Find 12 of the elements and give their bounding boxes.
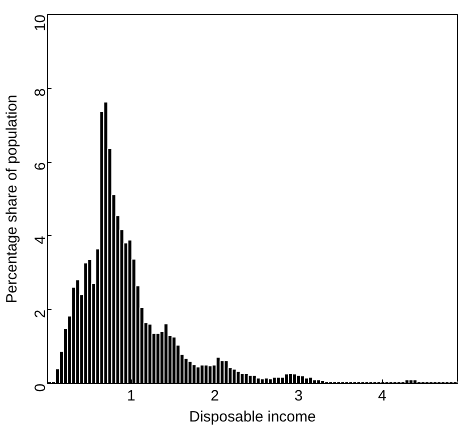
y-tick-label: 6	[32, 162, 49, 170]
x-axis-title: Disposable income	[189, 408, 316, 426]
x-tick-label: 2	[210, 388, 220, 404]
y-tick-label: 10	[32, 14, 49, 32]
y-tick-label: 8	[32, 88, 49, 97]
y-tick-label: 4	[32, 236, 49, 244]
y-axis-title: Percentage share of population	[4, 94, 20, 304]
x-tick-label: 4	[378, 388, 386, 404]
y-tick-label: 2	[32, 310, 49, 318]
x-tick-label: 3	[294, 388, 303, 404]
x-tick-label: 1	[127, 388, 136, 404]
y-tick-label: 0	[32, 384, 49, 392]
